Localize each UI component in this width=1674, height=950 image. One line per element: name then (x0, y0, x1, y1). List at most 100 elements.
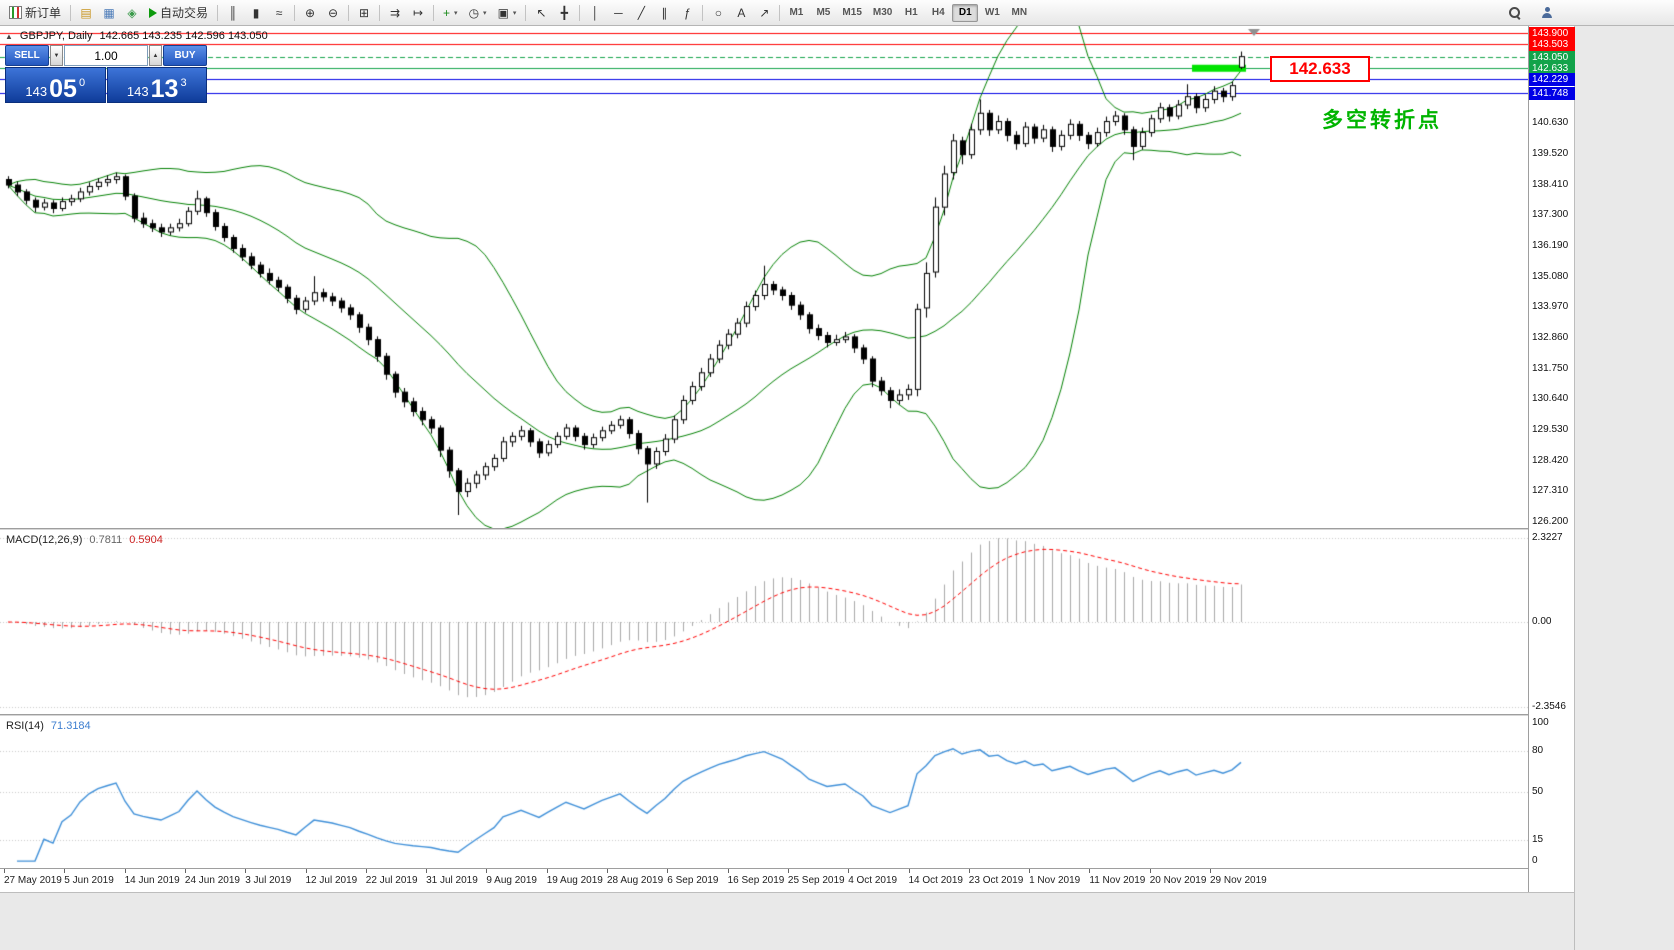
templates-icon: ▣ (497, 5, 509, 20)
shapes-button[interactable]: ○ (707, 3, 729, 23)
buy-price-display[interactable]: 143 13 3 (106, 67, 207, 103)
templates-button[interactable]: ▣ ▾ (493, 3, 522, 23)
sell-price-base: 143 (25, 83, 48, 99)
periods-button[interactable]: ◷ ▾ (464, 3, 492, 23)
timeframe-toolbar: M1 M5 M15 M30 H1 H4 D1 W1 MN (783, 3, 1032, 22)
chart-shift-button[interactable]: ↦ (407, 3, 429, 23)
timeframe-mn-button[interactable]: MN (1011, 7, 1028, 18)
one-click-toggle-icon[interactable]: ▲ (5, 31, 13, 41)
search-button[interactable] (1504, 3, 1526, 23)
market-watch-button[interactable]: ▤ (75, 3, 97, 23)
toolbar-right (1504, 3, 1558, 23)
sell-button[interactable]: SELL (5, 45, 49, 66)
time-axis[interactable]: 27 May 2019 5 Jun 2019 14 Jun 2019 24 Jun 2… (0, 868, 1528, 892)
price-callout[interactable]: 142.633 (1270, 56, 1370, 82)
candlestick-chart-icon: ▮ (252, 5, 260, 20)
price-line-badge[interactable]: 143.503 (1529, 38, 1575, 52)
chart-title: ▲ GBPJPY, Daily 142.665 143.235 142.596 … (5, 30, 268, 42)
price-line-badge[interactable]: 142.633 (1529, 62, 1575, 76)
time-tick (365, 869, 367, 873)
time-tick (727, 869, 729, 873)
timeframe-d1-button[interactable]: D1 (952, 3, 979, 22)
toolbar-separator (294, 4, 296, 21)
time-axis-label: 9 Aug 2019 (486, 875, 537, 886)
search-icon (1509, 6, 1521, 19)
horizontal-line-button[interactable]: ─ (607, 3, 629, 23)
line-chart-button[interactable]: ≈ (268, 3, 290, 23)
macd-label: MACD(12,26,9) 0.7811 0.5904 (6, 534, 163, 546)
chart-ohlc-values: 142.665 143.235 142.596 143.050 (99, 30, 268, 42)
price-scale[interactable]: 140.630 139.520 138.410 137.300 136.190 135.0… (1528, 26, 1575, 892)
price-chart-canvas[interactable] (0, 26, 1528, 528)
one-click-trading-panel: SELL ▼ ▲ BUY 143 05 0 143 13 3 (5, 45, 207, 103)
bar-chart-icon: ║ (228, 5, 238, 20)
timeframe-h4-button[interactable]: H4 (931, 7, 945, 18)
buy-price-pips: 13 (150, 75, 179, 103)
chart-shift-icon: ↦ (413, 5, 424, 20)
timeframe-w1-button[interactable]: W1 (984, 7, 1000, 18)
navigator-button[interactable]: ◈ (121, 3, 143, 23)
navigator-icon: ◈ (127, 5, 137, 20)
lot-decrease-button[interactable]: ▼ (50, 45, 63, 66)
buy-button[interactable]: BUY (163, 45, 207, 66)
macd-name: MACD(12,26,9) (6, 534, 83, 546)
zoom-in-button[interactable]: ⊕ (299, 3, 321, 23)
time-tick (305, 869, 307, 873)
cursor-icon: ↖ (536, 5, 547, 20)
pane-separator[interactable] (0, 528, 1528, 530)
data-window-button[interactable]: ▦ (98, 3, 120, 23)
indicators-button[interactable]: + ▾ (438, 3, 463, 23)
macd-main-value: 0.7811 (89, 534, 123, 546)
timeframe-m1-button[interactable]: M1 (789, 7, 804, 18)
bar-chart-button[interactable]: ║ (222, 3, 244, 23)
scale-label: 126.200 (1532, 515, 1569, 527)
pane-separator[interactable] (0, 714, 1528, 716)
trendline-button[interactable]: ╱ (630, 3, 652, 23)
arrows-button[interactable]: ↗ (753, 3, 775, 23)
macd-canvas[interactable] (0, 530, 1528, 714)
timeframe-h1-button[interactable]: H1 (904, 7, 918, 18)
timeframe-m15-button[interactable]: M15 (842, 7, 862, 18)
autotrade-button[interactable]: 自动交易 (144, 3, 213, 23)
sell-price-pips: 05 (49, 75, 77, 103)
time-axis-label: 5 Jun 2019 (64, 875, 114, 886)
equidistant-channel-button[interactable]: ∥ (653, 3, 675, 23)
time-tick (184, 869, 186, 873)
scale-label: 131.750 (1532, 362, 1569, 374)
scale-label: 132.860 (1532, 332, 1569, 344)
periods-icon: ◷ (468, 5, 480, 20)
rsi-canvas[interactable] (0, 716, 1528, 868)
timeframe-m5-button[interactable]: M5 (816, 7, 831, 18)
time-tick (64, 869, 66, 873)
time-tick (426, 869, 428, 873)
tile-windows-button[interactable]: ⊞ (353, 3, 375, 23)
new-order-button[interactable]: 新订单 (4, 3, 66, 23)
toolbar-buttons: 新订单 ▤ ▦ ◈ 自动交易 ║ ▮ ≈ ⊕ ⊖ ⊞ ⇉ ↦ + ▾ ◷ ▾ ▣ ▾ ↖ ╋ │ ─ ╱ ∥ ƒ ○ A ↗ (4, 3, 783, 23)
sell-price-display[interactable]: 143 05 0 (5, 67, 106, 103)
lot-size-input[interactable] (64, 45, 148, 66)
crosshair-button[interactable]: ╋ (553, 3, 575, 23)
lot-increase-button[interactable]: ▲ (149, 45, 162, 66)
price-line-badge[interactable]: 143.900 (1529, 27, 1575, 41)
indicators-icon: + (443, 5, 451, 20)
chart-annotation[interactable]: 多空转折点 (1322, 109, 1442, 132)
text-button[interactable]: A (730, 3, 752, 23)
timeframe-m30-button[interactable]: M30 (872, 7, 893, 18)
toolbar-separator (525, 4, 527, 21)
community-button[interactable] (1536, 3, 1558, 23)
candlestick-chart-button[interactable]: ▮ (245, 3, 267, 23)
scale-label: 130.640 (1532, 393, 1569, 405)
cursor-button[interactable]: ↖ (530, 3, 552, 23)
scale-label: 127.310 (1532, 485, 1569, 497)
vertical-line-button[interactable]: │ (584, 3, 606, 23)
auto-scroll-button[interactable]: ⇉ (384, 3, 406, 23)
price-line-badge[interactable]: 142.229 (1529, 73, 1575, 87)
price-line-badge[interactable]: 143.050 (1529, 50, 1575, 64)
time-axis-label: 4 Oct 2019 (848, 875, 898, 886)
autotrade-label: 自动交易 (160, 6, 209, 20)
price-line-badge[interactable]: 141.748 (1529, 86, 1575, 100)
zoom-out-button[interactable]: ⊖ (322, 3, 344, 23)
fibonacci-button[interactable]: ƒ (676, 3, 698, 23)
scale-label: 0 (1532, 855, 1538, 867)
chart-symbol-period: GBPJPY, Daily (19, 30, 93, 42)
